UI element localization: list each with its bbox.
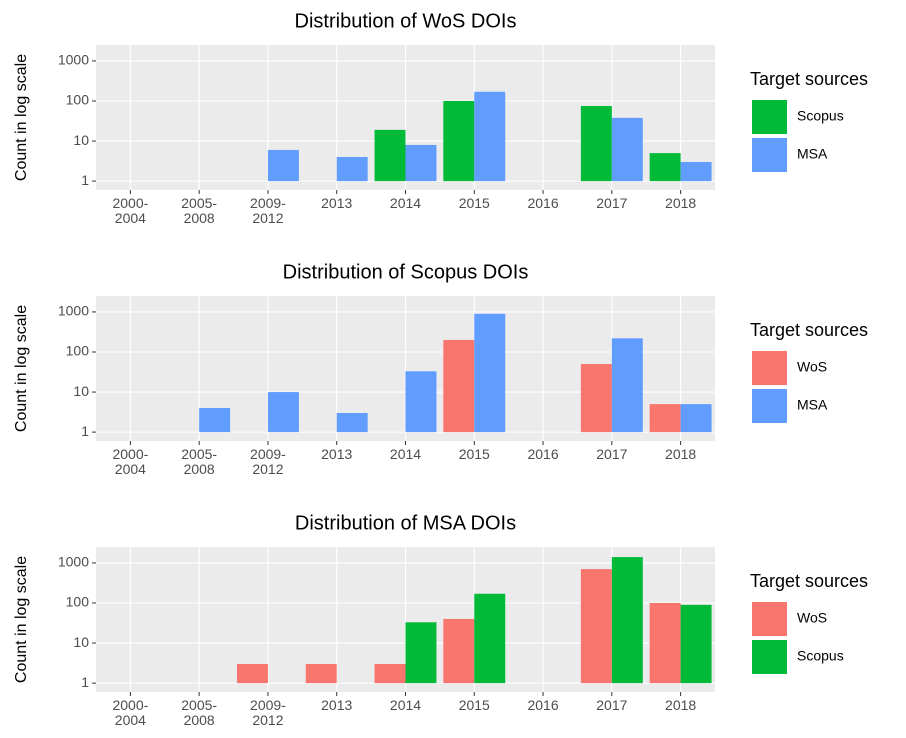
legend-key xyxy=(752,138,787,172)
x-tick-label: 2005- 2008 xyxy=(181,195,218,226)
legend-title: Target sources xyxy=(750,571,868,591)
bar xyxy=(336,156,368,182)
chart-title: Distribution of MSA DOIs xyxy=(295,512,516,534)
y-axis-label: Count in log scale xyxy=(13,54,30,181)
legend-title: Target sources xyxy=(750,320,868,340)
bar xyxy=(374,664,406,684)
y-axis-label: Count in log scale xyxy=(13,556,30,683)
x-tick-label: 2016 xyxy=(527,195,559,211)
chart-title: Distribution of WoS DOIs xyxy=(295,10,517,32)
x-tick-label: 2009- 2012 xyxy=(250,195,286,226)
bar xyxy=(474,91,506,182)
legend-label: MSA xyxy=(797,397,828,413)
x-tick-label: 2000- 2004 xyxy=(112,697,149,728)
x-tick-label: 2000- 2004 xyxy=(112,195,149,226)
bar xyxy=(474,593,506,684)
legend-title: Target sources xyxy=(750,69,868,89)
bar xyxy=(680,162,712,182)
x-tick-label: 2005- 2008 xyxy=(181,446,218,477)
legend-label: WoS xyxy=(797,359,827,375)
x-tick-label: 2018 xyxy=(665,446,697,462)
y-tick-label: 100 xyxy=(66,92,90,108)
legend-label: Scopus xyxy=(797,108,844,124)
bar xyxy=(236,664,268,684)
x-tick-label: 2013 xyxy=(321,446,353,462)
bar xyxy=(474,313,506,433)
legend-key xyxy=(752,389,787,423)
bar xyxy=(611,117,643,182)
bar xyxy=(336,413,368,433)
y-tick-label: 1 xyxy=(81,172,89,188)
x-tick-label: 2014 xyxy=(389,195,422,211)
legend-key xyxy=(752,100,787,134)
y-tick-label: 1000 xyxy=(58,303,89,319)
bar xyxy=(267,392,299,433)
y-tick-label: 10 xyxy=(73,132,89,148)
bar xyxy=(305,664,337,684)
x-tick-label: 2000- 2004 xyxy=(112,446,149,477)
bar xyxy=(374,129,406,182)
bar xyxy=(580,569,612,684)
y-tick-label: 10 xyxy=(73,383,89,399)
x-tick-label: 2009- 2012 xyxy=(250,697,286,728)
bar xyxy=(580,364,612,433)
legend-label: MSA xyxy=(797,146,828,162)
bar xyxy=(405,371,437,433)
bar xyxy=(580,106,612,182)
x-tick-label: 2015 xyxy=(458,195,490,211)
y-tick-label: 1 xyxy=(81,423,89,439)
x-tick-label: 2005- 2008 xyxy=(181,697,218,728)
bar xyxy=(649,602,681,684)
bar xyxy=(199,407,231,433)
bar xyxy=(680,604,712,684)
x-tick-label: 2013 xyxy=(321,195,353,211)
x-tick-label: 2017 xyxy=(596,697,628,713)
x-tick-label: 2018 xyxy=(665,697,697,713)
x-tick-label: 2013 xyxy=(321,697,353,713)
x-tick-label: 2017 xyxy=(596,446,628,462)
x-tick-label: 2016 xyxy=(527,446,559,462)
legend-label: Scopus xyxy=(797,648,844,664)
bar xyxy=(611,557,643,684)
y-tick-label: 1 xyxy=(81,674,89,690)
bar xyxy=(611,338,643,433)
x-tick-label: 2015 xyxy=(458,446,490,462)
bar xyxy=(267,149,299,182)
bar xyxy=(649,404,681,433)
y-tick-label: 100 xyxy=(66,343,90,359)
legend-key xyxy=(752,640,787,674)
x-tick-label: 2014 xyxy=(389,697,422,713)
legend-key xyxy=(752,602,787,636)
bar xyxy=(405,622,437,684)
bar xyxy=(680,404,712,433)
bar xyxy=(443,339,475,433)
chart-title: Distribution of Scopus DOIs xyxy=(283,261,529,283)
y-tick-label: 10 xyxy=(73,634,89,650)
y-axis-label: Count in log scale xyxy=(13,305,30,432)
y-tick-label: 1000 xyxy=(58,52,89,68)
x-tick-label: 2016 xyxy=(527,697,559,713)
y-tick-label: 1000 xyxy=(58,554,89,570)
x-tick-label: 2018 xyxy=(665,195,697,211)
x-tick-label: 2009- 2012 xyxy=(250,446,286,477)
legend-label: WoS xyxy=(797,610,827,626)
x-tick-label: 2017 xyxy=(596,195,628,211)
x-tick-label: 2015 xyxy=(458,697,490,713)
x-tick-label: 2014 xyxy=(389,446,422,462)
legend-key xyxy=(752,351,787,385)
bar xyxy=(405,144,437,182)
y-tick-label: 100 xyxy=(66,594,90,610)
bar xyxy=(443,100,475,182)
bar xyxy=(649,153,681,182)
bar xyxy=(443,618,475,684)
